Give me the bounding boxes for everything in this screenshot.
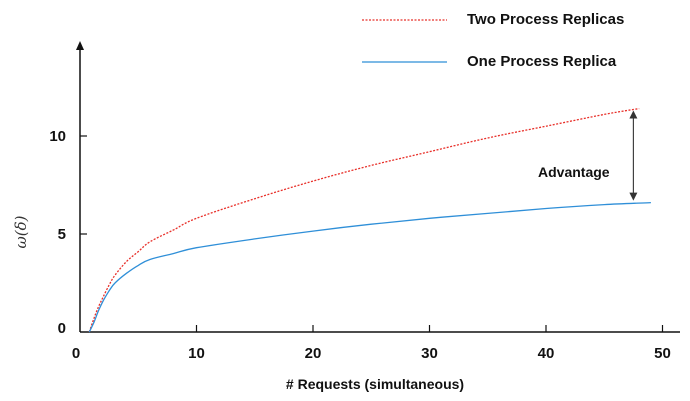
advantage-annotation: Advantage — [538, 110, 638, 201]
axes — [76, 41, 680, 333]
series-line-two-process-replicas — [88, 107, 640, 333]
y-axis-title: ω(δ) — [12, 215, 30, 248]
legend: Two Process Replicas One Process Replica — [362, 11, 624, 70]
advantage-label: Advantage — [538, 164, 610, 180]
x-tick-label: 10 — [188, 345, 205, 362]
legend-label-two-process-replicas: Two Process Replicas — [467, 11, 624, 28]
advantage-arrowhead-bottom — [629, 192, 638, 201]
x-tick-label: 0 — [72, 345, 80, 362]
x-tick-label: 40 — [538, 345, 555, 362]
x-axis-title: # Requests (simultaneous) — [286, 376, 464, 392]
y-axis-arrow — [76, 41, 84, 50]
x-tick-label: 20 — [305, 345, 322, 362]
y-tick-label: 0 — [58, 320, 66, 337]
series-layer — [88, 107, 651, 333]
legend-label-one-process-replica: One Process Replica — [467, 53, 617, 70]
y-ticks: 0 5 10 — [49, 128, 87, 337]
x-tick-label: 50 — [654, 345, 671, 362]
advantage-arrowhead-top — [629, 110, 638, 119]
x-ticks: 0 10 20 30 40 50 — [72, 325, 671, 362]
y-tick-label: 5 — [58, 226, 66, 243]
x-tick-label: 30 — [421, 345, 438, 362]
series-line-one-process-replica — [88, 201, 651, 333]
y-tick-label: 10 — [49, 128, 66, 145]
